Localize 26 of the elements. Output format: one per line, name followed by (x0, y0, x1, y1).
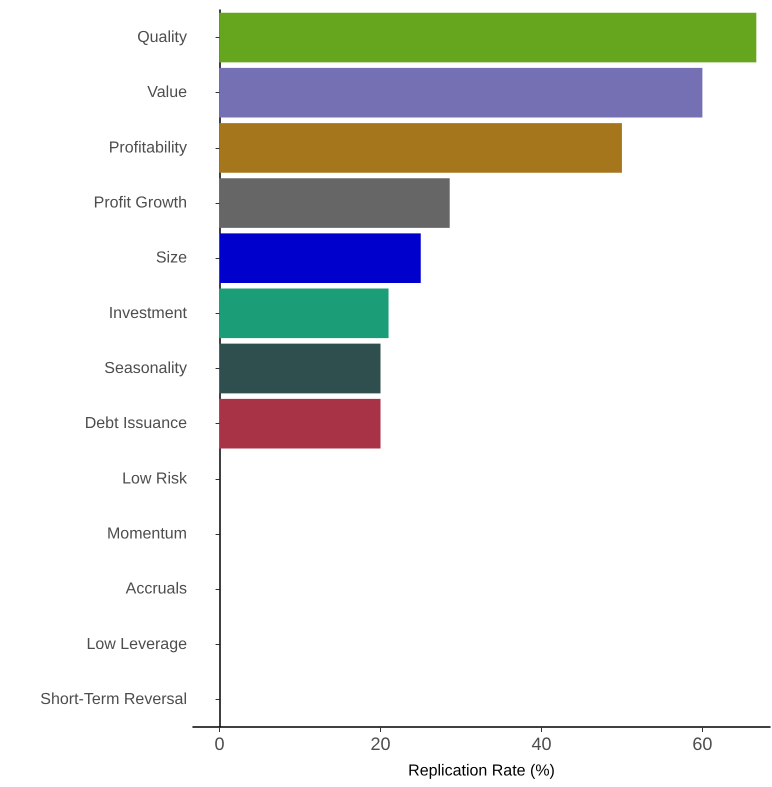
bar (220, 398, 381, 448)
y-tick-label: Quality (137, 29, 187, 46)
bar (220, 123, 622, 173)
y-tick-label: Profit Growth (94, 194, 187, 212)
bar (220, 233, 421, 284)
y-tick-label: Seasonality (104, 360, 187, 377)
bar (220, 344, 381, 394)
y-tick-label: Debt Issuance (84, 415, 188, 432)
bar (220, 288, 389, 338)
bar (220, 12, 756, 62)
bar (220, 68, 702, 118)
x-axis-title: Replication Rate (%) (408, 762, 555, 780)
y-tick-label: Profitability (108, 139, 187, 156)
x-tick-label: 40 (531, 734, 552, 754)
x-tick-label: 20 (370, 734, 391, 754)
x-tick-label: 60 (692, 734, 712, 754)
y-tick-label: Low Leverage (86, 636, 188, 653)
y-tick-label: Investment (108, 304, 188, 322)
y-tick-label: Accruals (126, 580, 187, 598)
y-tick-label: Size (156, 250, 188, 267)
bar (220, 178, 450, 228)
y-tick-label: Short-Term Reversal (40, 690, 187, 708)
y-tick-label: Low Risk (122, 470, 188, 488)
x-tick-label: 0 (214, 734, 225, 754)
y-tick-label: Value (147, 84, 188, 102)
y-tick-label: Momentum (106, 525, 187, 542)
